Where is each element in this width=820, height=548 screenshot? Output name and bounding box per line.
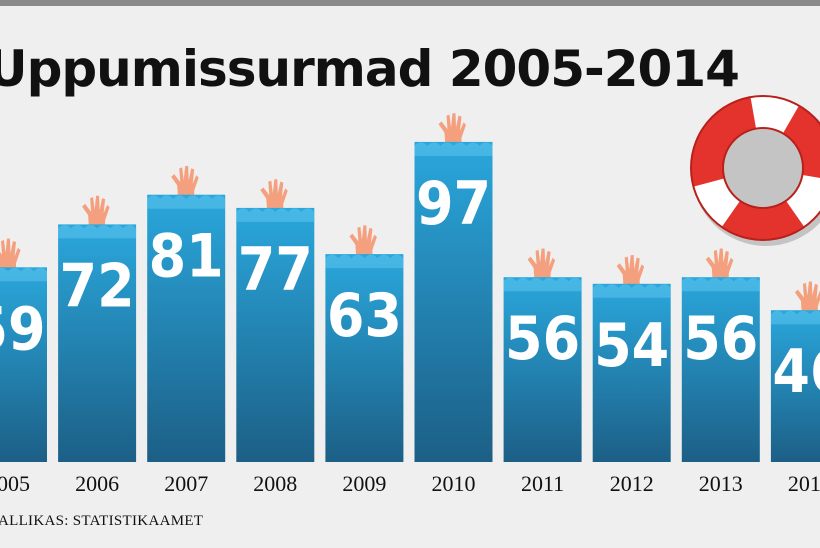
water-surface: [592, 284, 671, 298]
tick-label: 2011: [521, 471, 564, 496]
data-label: 81: [149, 222, 224, 292]
tick-label: 2012: [610, 471, 654, 496]
chart-title: Uppumissurmad 2005-2014: [0, 40, 740, 98]
bar: [681, 277, 760, 462]
hand-icon: [82, 195, 110, 231]
bar: [503, 277, 582, 462]
data-label: 63: [327, 281, 402, 351]
hand-icon: [349, 225, 377, 261]
top-bar: [0, 0, 820, 6]
data-label: 56: [683, 304, 758, 374]
water-surface: [236, 208, 315, 222]
bar: [58, 224, 137, 462]
tick-label: 2010: [432, 471, 476, 496]
tick-label: 2009: [342, 471, 386, 496]
tick-label: 2007: [164, 471, 208, 496]
water-surface: [414, 142, 493, 156]
bar: [414, 141, 493, 462]
source-note: ALLIKAS: STATISTIKAAMET: [0, 513, 204, 529]
water-surface: [325, 254, 404, 269]
hand-icon: [0, 238, 21, 274]
water-surface: [147, 195, 226, 209]
hand-icon: [794, 281, 820, 317]
hand-icon: [705, 248, 734, 284]
tick-label: 2006: [75, 471, 119, 496]
data-label: 77: [238, 235, 313, 305]
hand-icon: [527, 248, 556, 284]
data-label: 97: [416, 169, 491, 239]
data-label: 72: [60, 251, 135, 321]
tick-label: 2013: [699, 471, 743, 496]
data-label: 59: [0, 294, 46, 364]
hand-icon: [438, 113, 466, 148]
bar: [236, 207, 315, 462]
hand-icon: [171, 166, 199, 201]
hand-icon: [260, 179, 288, 214]
tick-label: 2008: [253, 471, 297, 496]
water-surface: [58, 224, 137, 239]
tick-label: 2014: [788, 471, 820, 496]
bar: [592, 283, 671, 462]
water-surface: [0, 267, 47, 282]
lifebuoy-icon: [690, 95, 820, 246]
tick-label: 2005: [0, 471, 30, 496]
bar: [325, 254, 404, 462]
data-label: 56: [505, 304, 580, 374]
water-surface: [770, 310, 820, 325]
bar: [770, 310, 820, 462]
data-label: 54: [594, 311, 669, 381]
bar: [147, 194, 226, 462]
bar: [0, 267, 47, 462]
water-surface: [503, 277, 582, 292]
data-label: 46: [772, 337, 820, 407]
hand-icon: [616, 255, 645, 290]
water-surface: [681, 277, 760, 292]
